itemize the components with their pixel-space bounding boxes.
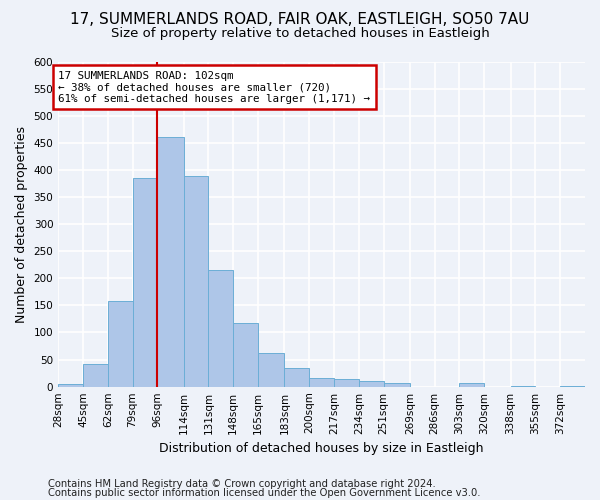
Bar [133,178,157,386]
Text: Contains HM Land Registry data © Crown copyright and database right 2024.: Contains HM Land Registry data © Crown c… [48,479,436,489]
Bar [157,138,184,386]
Bar [258,353,284,386]
Bar [208,270,233,386]
Bar [359,382,383,386]
Bar [108,301,133,386]
Text: 17 SUMMERLANDS ROAD: 102sqm
← 38% of detached houses are smaller (720)
61% of se: 17 SUMMERLANDS ROAD: 102sqm ← 38% of det… [58,70,370,104]
Bar [460,384,484,386]
Text: Contains public sector information licensed under the Open Government Licence v3: Contains public sector information licen… [48,488,481,498]
Bar [334,378,359,386]
Bar [284,368,309,386]
Bar [233,322,258,386]
Bar [383,384,410,386]
Y-axis label: Number of detached properties: Number of detached properties [15,126,28,322]
Bar [58,384,83,386]
Text: Size of property relative to detached houses in Eastleigh: Size of property relative to detached ho… [110,28,490,40]
Bar [309,378,334,386]
Text: 17, SUMMERLANDS ROAD, FAIR OAK, EASTLEIGH, SO50 7AU: 17, SUMMERLANDS ROAD, FAIR OAK, EASTLEIG… [70,12,530,28]
Bar [184,176,208,386]
Bar [83,364,108,386]
X-axis label: Distribution of detached houses by size in Eastleigh: Distribution of detached houses by size … [160,442,484,455]
